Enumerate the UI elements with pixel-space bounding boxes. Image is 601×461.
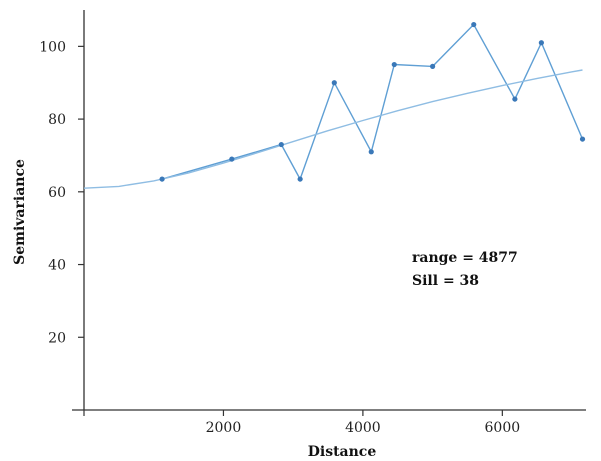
x-tick-label: 2000 xyxy=(206,420,242,436)
empirical-series-line xyxy=(161,23,584,181)
data-point-marker xyxy=(512,96,518,102)
series-group xyxy=(83,21,586,189)
y-tick-label: 40 xyxy=(48,258,66,274)
x-axis-ticks: 2000 4000 6000 xyxy=(83,410,521,436)
data-point-marker xyxy=(278,141,284,148)
x-axis-title: Distance xyxy=(308,444,377,460)
y-tick-label: 60 xyxy=(48,185,66,201)
data-point-marker xyxy=(229,156,235,162)
data-point-marker xyxy=(297,176,303,182)
data-point-marker xyxy=(579,136,586,142)
axes xyxy=(72,10,586,411)
y-tick-label: 100 xyxy=(39,39,66,55)
annotation-sill: Sill = 38 xyxy=(412,273,479,289)
x-tick-label: 6000 xyxy=(485,420,521,436)
data-point-marker xyxy=(331,80,337,86)
data-point-marker xyxy=(430,63,436,69)
data-point-marker xyxy=(538,40,544,46)
y-tick-label: 80 xyxy=(48,112,66,128)
x-tick-label: 4000 xyxy=(345,420,381,436)
y-axis-ticks: 20 40 60 80 100 xyxy=(39,39,84,346)
data-point-marker xyxy=(391,61,397,68)
data-point-marker xyxy=(368,149,374,155)
y-axis-title: Semivariance xyxy=(12,159,28,265)
annotation-range: range = 4877 xyxy=(412,250,518,266)
y-tick-label: 20 xyxy=(48,330,66,346)
data-point-marker xyxy=(159,176,165,182)
data-point-marker xyxy=(471,21,477,28)
model-fit-line xyxy=(83,69,583,189)
